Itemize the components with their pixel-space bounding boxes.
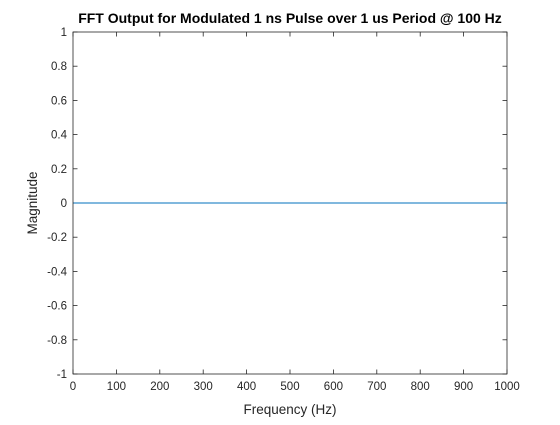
x-tick-label: 0	[70, 381, 76, 393]
y-tick-label: -1	[57, 369, 67, 381]
chart-title: FFT Output for Modulated 1 ns Pulse over…	[78, 10, 502, 26]
y-tick-label: -0.8	[47, 335, 67, 347]
x-tick-label: 800	[411, 381, 430, 393]
y-tick-label: 0	[61, 198, 67, 210]
x-tick-label: 200	[150, 381, 169, 393]
x-tick-label: 1000	[494, 381, 520, 393]
y-tick-label: 0.4	[51, 130, 68, 142]
y-tick-labels: -1 -0.8 -0.6 -0.4 -0.2 0 0.2 0.4 0.6 0.8 1	[47, 27, 67, 381]
y-tick-label: 0.6	[51, 95, 67, 107]
y-tick-label: -0.4	[47, 266, 67, 278]
x-tick-label: 400	[237, 381, 256, 393]
plot-frame	[72, 31, 508, 375]
x-tick-label: 600	[324, 381, 343, 393]
x-tick-label: 300	[194, 381, 213, 393]
x-tick-label: 700	[367, 381, 386, 393]
x-tick-label: 900	[454, 381, 473, 393]
y-tick-label: -0.2	[47, 232, 67, 244]
x-axis-label: Frequency (Hz)	[243, 402, 336, 417]
x-tick-label: 100	[107, 381, 126, 393]
y-axis-label: Magnitude	[25, 171, 40, 234]
x-tick-label: 500	[280, 381, 299, 393]
y-tick-label: 0.2	[51, 164, 67, 176]
x-tick-labels: 0 100 200 300 400 500 600 700 800 900 1000	[70, 381, 520, 393]
y-tick-label: 0.8	[51, 61, 67, 73]
y-tick-label: 1	[61, 27, 67, 39]
y-tick-label: -0.6	[47, 301, 67, 313]
